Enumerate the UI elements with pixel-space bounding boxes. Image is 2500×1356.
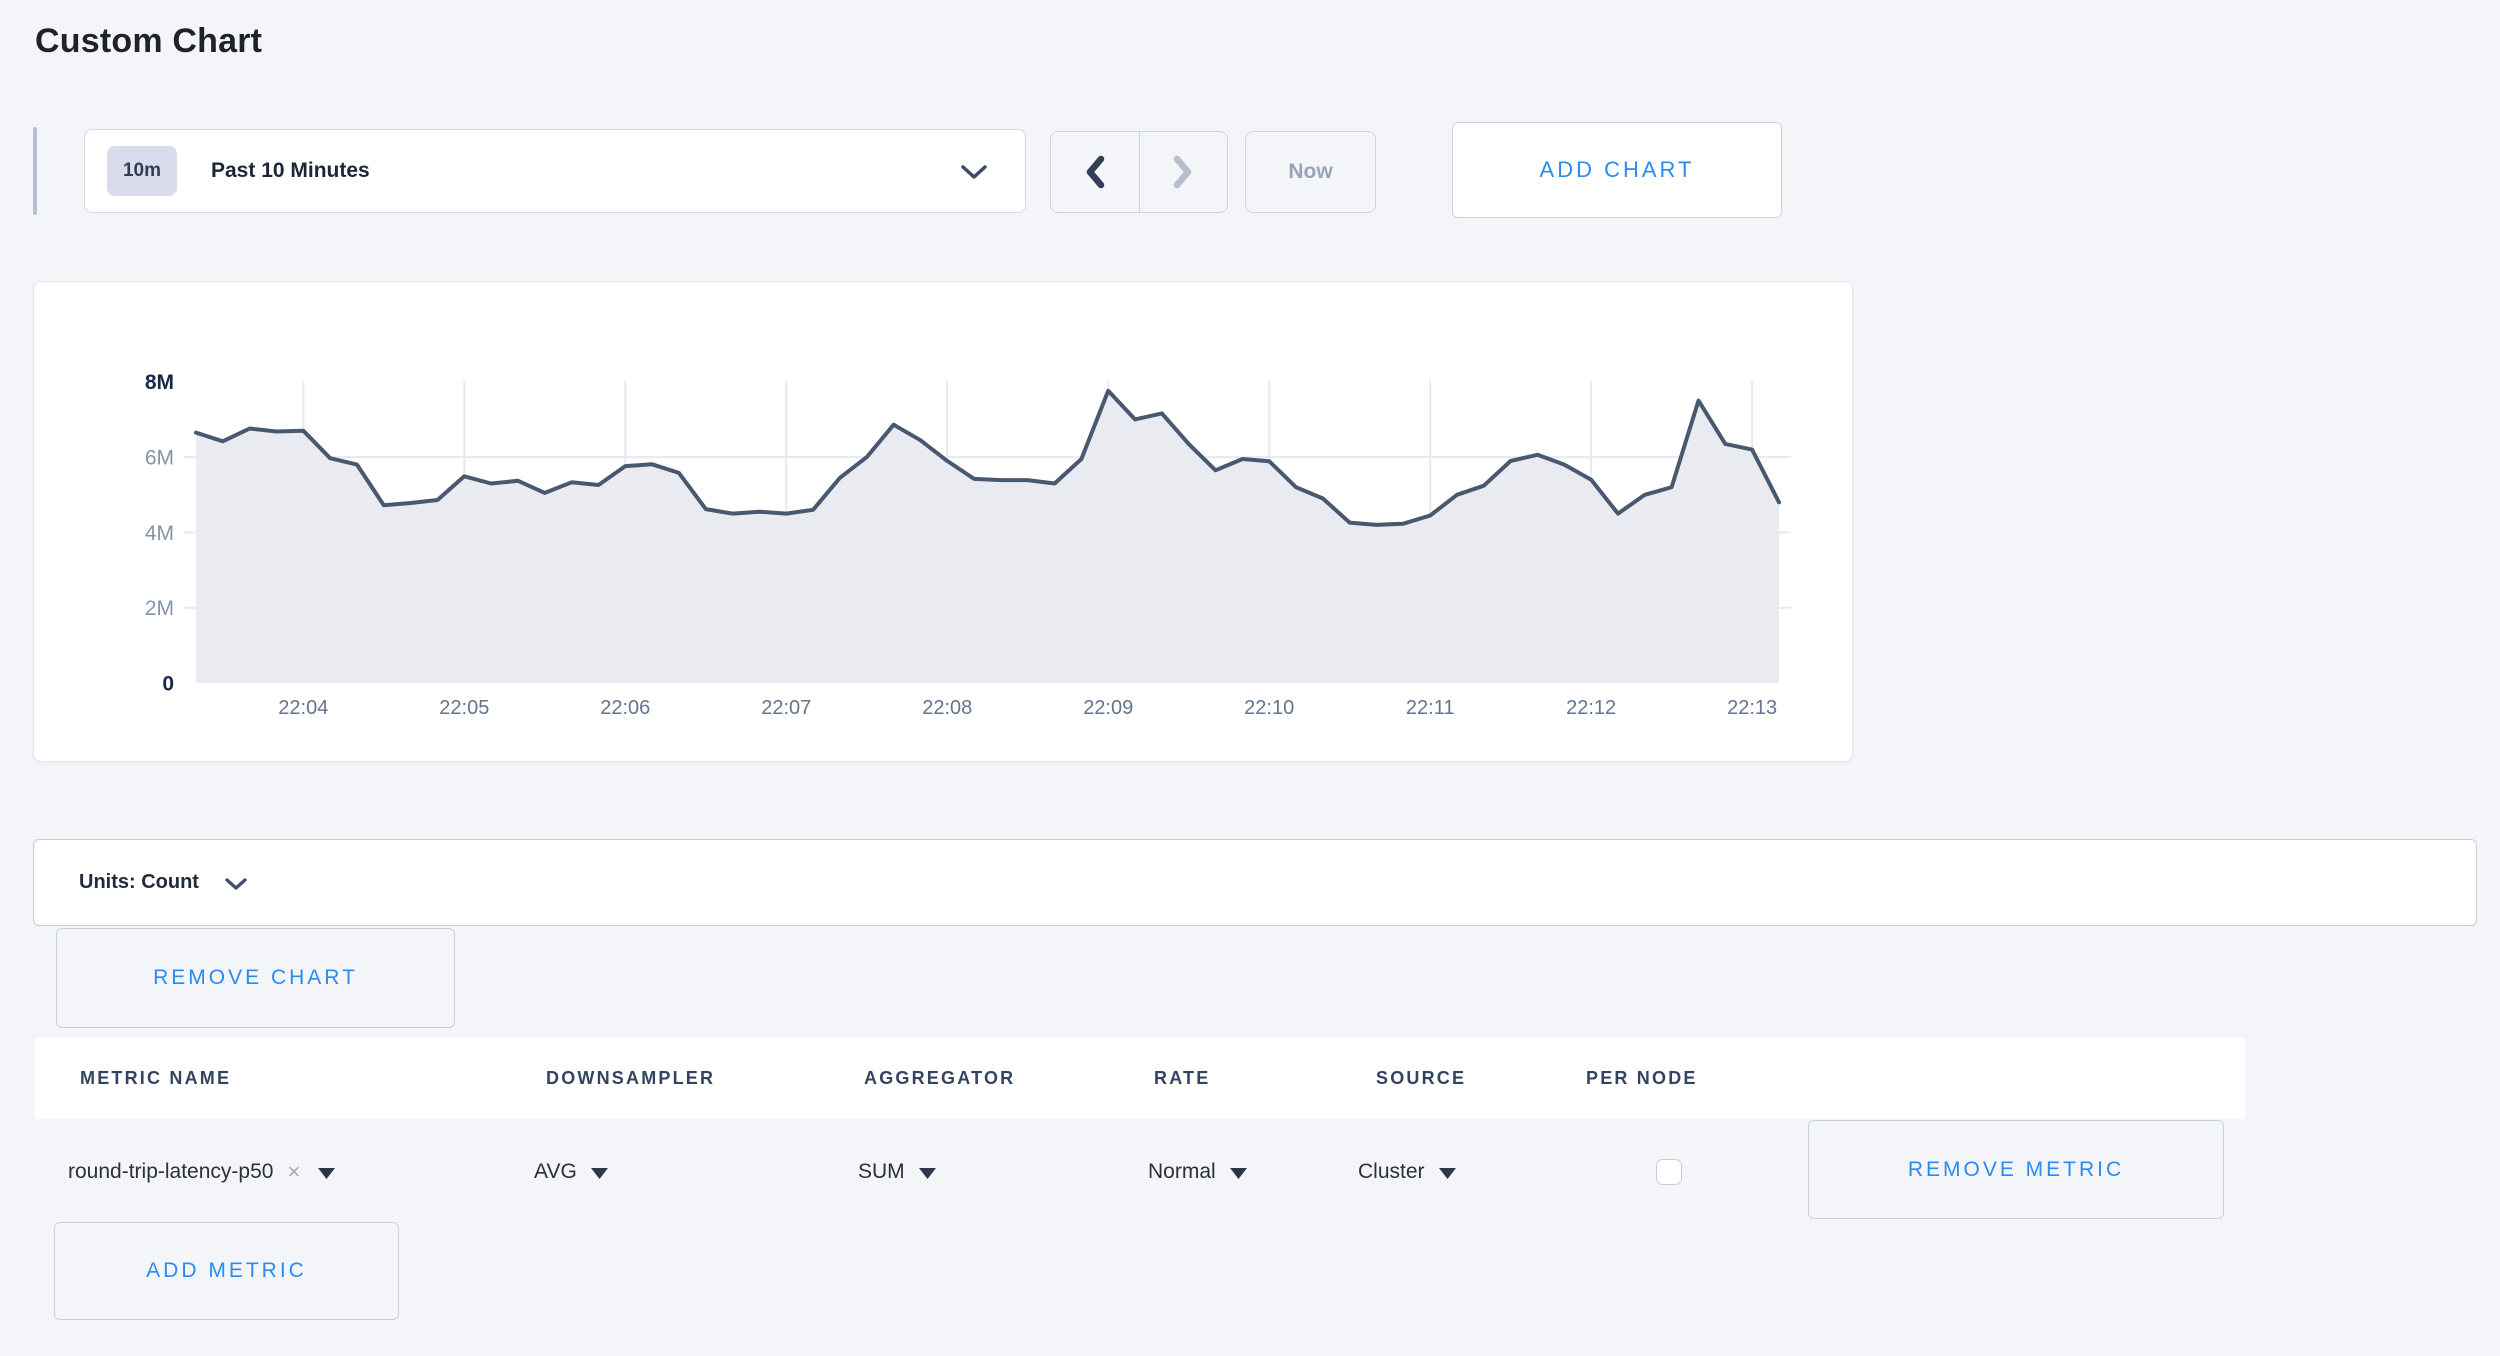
svg-text:2M: 2M [145,597,174,620]
svg-text:22:10: 22:10 [1244,697,1294,719]
aggregator-value: SUM [858,1159,905,1183]
svg-text:8M: 8M [145,371,174,394]
page-title: Custom Chart [35,22,263,60]
chart-card: 0 2M 4M 6M 8M 22:04 22:05 22:06 22:07 22:08 22:09 2… [33,281,1853,762]
svg-text:22:05: 22:05 [439,697,489,719]
remove-chart-label: REMOVE CHART [153,966,358,989]
chevron-down-icon [961,165,987,179]
time-back-button[interactable] [1051,132,1140,212]
svg-text:22:13: 22:13 [1727,697,1777,719]
now-button-label: Now [1288,160,1333,183]
time-range-dropdown[interactable]: 10m Past 10 Minutes [84,129,1026,213]
caret-down-icon [918,1167,936,1179]
units-label: Units: Count [79,871,199,893]
svg-text:22:12: 22:12 [1566,697,1616,719]
metric-name-value: round-trip-latency-p50 [68,1159,274,1183]
add-chart-button[interactable]: ADD CHART [1452,122,1782,218]
toolbar-accent-bar [33,127,37,215]
downsampler-dropdown[interactable]: AVG [534,1119,608,1224]
time-forward-button[interactable] [1140,132,1228,212]
time-shift-control [1050,131,1228,213]
per-node-checkbox[interactable] [1656,1159,1682,1185]
clear-metric-icon[interactable]: × [287,1158,301,1184]
time-range-badge: 10m [107,146,177,196]
svg-text:22:09: 22:09 [1083,697,1133,719]
col-header-metric-name: METRIC NAME [80,1068,232,1088]
col-header-source: SOURCE [1376,1068,1467,1088]
now-button[interactable]: Now [1245,131,1376,213]
units-dropdown[interactable]: Units: Count [33,839,2477,926]
metrics-table-header: METRIC NAME DOWNSAMPLER AGGREGATOR RATE … [35,1038,2245,1119]
chevron-right-icon [1174,155,1192,189]
svg-text:6M: 6M [145,446,174,469]
downsampler-value: AVG [534,1159,577,1183]
col-header-per-node: PER NODE [1586,1068,1698,1088]
svg-text:22:08: 22:08 [922,697,972,719]
svg-text:0: 0 [162,672,174,695]
caret-down-icon [590,1167,608,1179]
svg-text:22:06: 22:06 [600,697,650,719]
svg-text:22:07: 22:07 [761,697,811,719]
source-dropdown[interactable]: Cluster [1358,1119,1456,1224]
col-header-downsampler: DOWNSAMPLER [546,1068,716,1088]
caret-down-icon [318,1167,336,1179]
source-value: Cluster [1358,1159,1425,1183]
remove-chart-button[interactable]: REMOVE CHART [56,928,455,1028]
rate-value: Normal [1148,1159,1216,1183]
add-chart-label: ADD CHART [1539,157,1695,182]
aggregator-dropdown[interactable]: SUM [858,1119,936,1224]
col-header-aggregator: AGGREGATOR [864,1068,1016,1088]
svg-text:4M: 4M [145,522,174,545]
metric-name-dropdown[interactable]: round-trip-latency-p50 × [68,1119,336,1224]
timeseries-chart[interactable]: 0 2M 4M 6M 8M 22:04 22:05 22:06 22:07 22:08 22:09 2… [34,282,1854,763]
caret-down-icon [1229,1167,1247,1179]
col-header-rate: RATE [1154,1068,1211,1088]
rate-dropdown[interactable]: Normal [1148,1119,1247,1224]
chevron-left-icon [1086,155,1104,189]
add-metric-label: ADD METRIC [146,1259,307,1282]
caret-down-icon [1438,1167,1456,1179]
remove-metric-button[interactable]: REMOVE METRIC [1808,1120,2224,1219]
svg-text:22:11: 22:11 [1406,697,1455,719]
add-metric-button[interactable]: ADD METRIC [54,1222,399,1320]
chevron-down-icon [225,878,247,890]
metric-row: round-trip-latency-p50 × AVG SUM Normal … [0,1119,2500,1224]
remove-metric-label: REMOVE METRIC [1907,1157,2125,1181]
svg-text:22:04: 22:04 [278,697,328,719]
time-range-label: Past 10 Minutes [211,159,370,182]
